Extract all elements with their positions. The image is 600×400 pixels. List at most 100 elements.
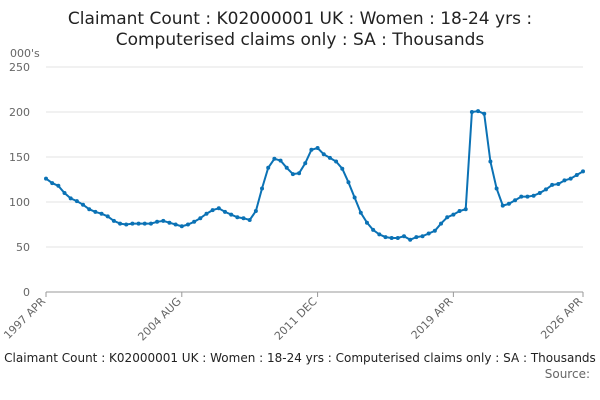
data-point: [451, 212, 456, 217]
x-tick-label: 2011 DEC: [272, 295, 320, 343]
data-point: [74, 199, 79, 204]
y-axis-label: 000's: [10, 47, 40, 60]
data-point: [216, 206, 221, 211]
data-point: [62, 191, 67, 195]
data-point: [445, 215, 450, 220]
data-point: [173, 222, 178, 227]
data-point: [463, 207, 468, 212]
data-point: [179, 224, 184, 229]
data-point: [358, 210, 363, 215]
data-point: [155, 219, 160, 224]
data-point: [56, 183, 61, 188]
data-point: [550, 182, 555, 187]
y-tick-label: 200: [9, 106, 30, 119]
chart-title: Computerised claims only : SA : Thousand…: [116, 30, 485, 50]
data-point: [432, 228, 437, 233]
data-point: [352, 195, 357, 200]
data-point: [476, 109, 481, 114]
y-tick-label: 50: [16, 241, 30, 254]
chart-title: Claimant Count : K02000001 UK : Women : …: [68, 9, 532, 29]
data-point: [167, 220, 172, 225]
data-point: [99, 211, 104, 216]
data-point: [574, 173, 579, 177]
x-tick-label: 2004 AUG: [135, 295, 184, 344]
data-point: [531, 193, 536, 198]
data-point: [469, 110, 474, 114]
data-point: [537, 191, 542, 195]
source: Source:: [545, 367, 590, 381]
data-point: [235, 215, 240, 220]
data-point: [93, 209, 98, 214]
data-point: [266, 165, 271, 170]
data-point: [284, 165, 289, 170]
data-point: [494, 186, 499, 191]
data-point: [136, 221, 141, 226]
data-point: [562, 178, 567, 183]
data-point: [420, 234, 425, 239]
y-tick-label: 250: [9, 61, 30, 74]
data-point: [482, 111, 487, 116]
data-point: [383, 235, 388, 240]
y-tick-label: 0: [23, 286, 30, 299]
y-tick-label: 150: [9, 151, 30, 164]
data-point: [161, 218, 166, 223]
data-point: [118, 221, 123, 226]
data-point: [278, 158, 283, 163]
x-tick-label: 1997 APR: [1, 295, 48, 342]
data-point: [204, 211, 209, 216]
data-point: [513, 198, 518, 203]
data-point: [315, 146, 320, 150]
data-point: [488, 159, 493, 164]
data-point: [543, 187, 548, 192]
data-point: [408, 237, 413, 242]
x-tick-label: 2026 APR: [538, 295, 585, 342]
data-point: [506, 201, 511, 206]
data-point: [340, 166, 345, 171]
data-point: [389, 236, 394, 240]
data-point: [395, 236, 400, 240]
data-point: [50, 181, 55, 186]
data-point: [260, 186, 265, 191]
data-point: [346, 180, 351, 185]
data-point: [297, 171, 302, 176]
data-point: [185, 222, 190, 227]
caption: Claimant Count : K02000001 UK : Women : …: [4, 351, 596, 365]
x-tick-label: 2019 APR: [409, 295, 456, 342]
data-point: [87, 207, 92, 212]
data-point: [198, 216, 203, 221]
data-point: [500, 203, 505, 208]
data-point: [334, 159, 339, 164]
y-tick-label: 100: [9, 196, 30, 209]
data-point: [402, 234, 406, 239]
data-point: [229, 212, 234, 217]
data-point: [81, 202, 86, 207]
data-point: [377, 232, 382, 237]
data-point: [568, 176, 573, 181]
data-point: [105, 214, 110, 219]
data-point: [247, 218, 252, 222]
data-point: [130, 221, 135, 226]
data-point: [272, 156, 277, 161]
data-point: [371, 227, 376, 232]
data-point: [148, 221, 153, 226]
data-point: [439, 221, 444, 226]
data-point: [309, 147, 314, 152]
data-point: [192, 219, 197, 224]
data-point: [581, 169, 585, 174]
data-point: [124, 222, 129, 227]
data-point: [44, 176, 48, 181]
data-point: [414, 235, 419, 240]
data-point: [519, 194, 524, 199]
data-point: [290, 172, 295, 177]
data-point: [426, 231, 431, 236]
data-point: [241, 216, 246, 221]
series-line: [45, 110, 584, 241]
data-point: [321, 152, 326, 157]
data-point: [525, 194, 530, 199]
data-point: [556, 182, 561, 186]
data-point: [327, 155, 332, 160]
data-point: [210, 208, 215, 213]
data-point: [253, 209, 258, 213]
data-point: [223, 209, 227, 214]
